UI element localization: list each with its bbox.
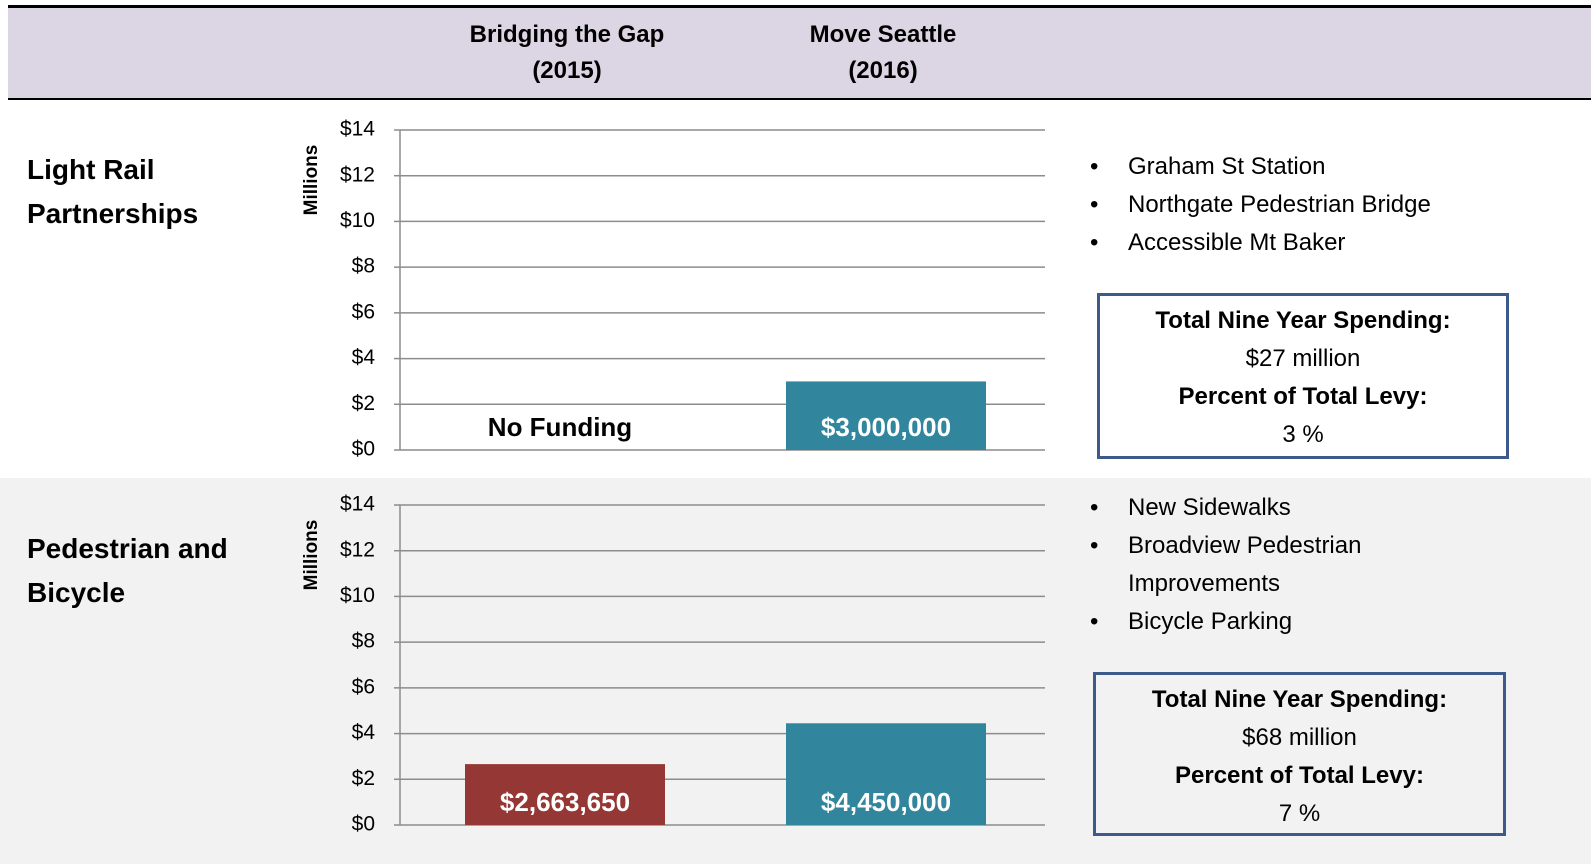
- summary-box: Total Nine Year Spending: $27 million Perc…: [1097, 293, 1509, 459]
- bullet-list: New SidewalksBroadview Pedestrian Improv…: [1090, 489, 1450, 641]
- y-tick-label: $0: [352, 438, 375, 461]
- y-tick-label: $12: [340, 538, 375, 561]
- y-tick-label: $10: [340, 209, 375, 232]
- y-axis-label: Millions: [301, 145, 322, 216]
- column-header-line: (2016): [848, 57, 918, 84]
- summary-box: Total Nine Year Spending: $68 million Perc…: [1093, 672, 1506, 836]
- column-header: Move Seattle (2016): [733, 17, 1033, 89]
- y-tick-label: $6: [352, 675, 375, 698]
- percent-value: 3 %: [1282, 421, 1324, 448]
- y-tick-label: $12: [340, 163, 375, 186]
- bullet-item: Accessible Mt Baker: [1090, 224, 1450, 262]
- bullet-item: New Sidewalks: [1090, 489, 1450, 527]
- value-label: No Funding: [488, 412, 632, 442]
- column-header-line: (2015): [532, 57, 602, 84]
- column-header-line: Move Seattle: [809, 21, 957, 48]
- section-title: Pedestrian and Bicycle: [27, 533, 228, 608]
- y-tick-label: $8: [352, 630, 375, 653]
- spending-label: Total Nine Year Spending:: [1155, 307, 1451, 334]
- bullet-item: Bicycle Parking: [1090, 603, 1450, 641]
- column-header-line: Bridging the Gap: [469, 21, 665, 48]
- y-tick-label: $0: [352, 813, 375, 836]
- y-axis-label: Millions: [301, 520, 322, 591]
- bullet-item: Broadview Pedestrian Improvements: [1090, 527, 1450, 603]
- spending-value: $27 million: [1245, 345, 1361, 372]
- spending-label: Total Nine Year Spending:: [1151, 686, 1448, 713]
- y-tick-label: $4: [352, 721, 376, 744]
- column-header: Bridging the Gap (2015): [417, 17, 717, 89]
- bar: [786, 381, 986, 450]
- percent-label: Percent of Total Levy:: [1175, 762, 1424, 789]
- section-title: Light Rail Partnerships: [27, 154, 199, 229]
- y-tick-label: $14: [340, 118, 375, 141]
- bullet-list: Graham St StationNorthgate Pedestrian Br…: [1090, 148, 1450, 262]
- percent-label: Percent of Total Levy:: [1178, 383, 1428, 410]
- y-tick-label: $10: [340, 584, 375, 607]
- value-label: $4,450,000: [821, 787, 951, 817]
- y-tick-label: $14: [340, 493, 375, 516]
- value-label: $3,000,000: [821, 412, 951, 442]
- bar: [465, 764, 665, 825]
- y-tick-label: $2: [352, 767, 375, 790]
- y-tick-label: $6: [352, 300, 375, 323]
- bar: [786, 723, 986, 825]
- y-tick-label: $8: [352, 255, 375, 278]
- value-label: $2,663,650: [500, 787, 630, 817]
- y-tick-label: $4: [352, 346, 376, 369]
- y-tick-label: $2: [352, 392, 375, 415]
- bullet-item: Northgate Pedestrian Bridge: [1090, 186, 1450, 224]
- header-band: [8, 5, 1591, 100]
- percent-value: 7 %: [1278, 800, 1321, 827]
- bullet-item: Graham St Station: [1090, 148, 1450, 186]
- spending-value: $68 million: [1242, 724, 1357, 751]
